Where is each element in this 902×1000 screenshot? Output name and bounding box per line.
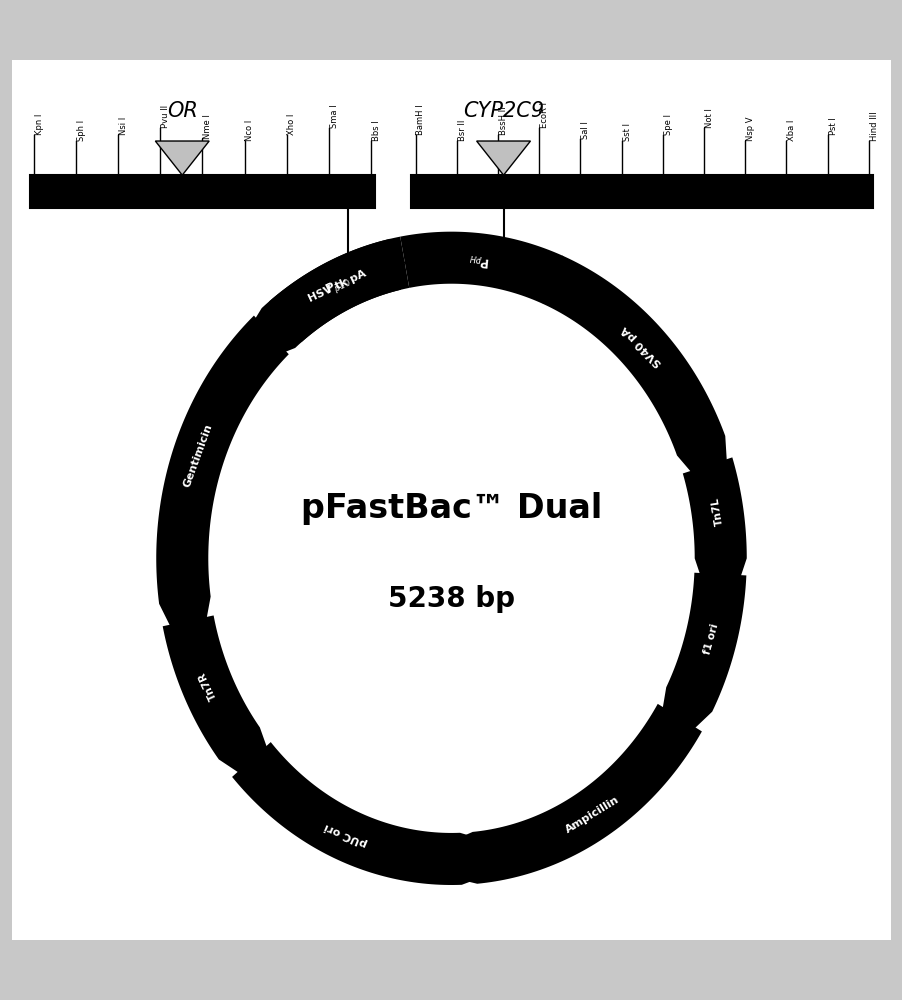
Text: f1 ori: f1 ori <box>701 622 719 655</box>
Text: SV40 pA: SV40 pA <box>619 324 663 368</box>
Polygon shape <box>652 573 746 768</box>
FancyBboxPatch shape <box>12 60 890 940</box>
Polygon shape <box>218 237 409 378</box>
FancyBboxPatch shape <box>410 175 872 208</box>
Polygon shape <box>542 255 730 518</box>
Text: Pst I: Pst I <box>828 117 836 135</box>
Text: P$_{PH}$: P$_{PH}$ <box>467 251 491 268</box>
Text: BamH I: BamH I <box>416 104 425 135</box>
Text: Nsp V: Nsp V <box>745 117 754 141</box>
Text: Nme I: Nme I <box>203 114 212 139</box>
Text: HSV tk pA: HSV tk pA <box>307 268 368 304</box>
Polygon shape <box>162 615 287 805</box>
FancyBboxPatch shape <box>30 175 375 208</box>
Text: CYP2C9: CYP2C9 <box>463 101 544 121</box>
Text: OR: OR <box>167 101 198 121</box>
Polygon shape <box>156 316 289 677</box>
Text: Pvu II: Pvu II <box>161 105 170 128</box>
Text: BssH II: BssH II <box>498 106 507 135</box>
Text: EcoR I: EcoR I <box>539 102 548 128</box>
Text: Kpn I: Kpn I <box>35 113 44 135</box>
Polygon shape <box>400 232 624 309</box>
Text: Hind III: Hind III <box>869 111 878 141</box>
Text: Xba I: Xba I <box>787 120 796 141</box>
Polygon shape <box>232 742 538 885</box>
Text: Tn7L: Tn7L <box>710 496 723 526</box>
Text: 5238 bp: 5238 bp <box>388 585 514 613</box>
Polygon shape <box>682 457 746 636</box>
Text: Xho I: Xho I <box>287 113 296 135</box>
Text: Gentimicin: Gentimicin <box>182 422 215 489</box>
Text: Spe I: Spe I <box>663 114 672 135</box>
Text: Bbs I: Bbs I <box>372 120 381 141</box>
Text: Sal I: Sal I <box>581 121 590 139</box>
Text: Nsi I: Nsi I <box>119 116 128 135</box>
Polygon shape <box>476 141 529 175</box>
Text: Bsr II: Bsr II <box>457 120 466 141</box>
Text: Sma I: Sma I <box>329 105 338 128</box>
Text: Not I: Not I <box>704 109 713 128</box>
Ellipse shape <box>215 294 687 823</box>
Text: Sph I: Sph I <box>77 120 86 141</box>
Text: P$_{p10}$: P$_{p10}$ <box>322 273 353 299</box>
Text: Tn7R: Tn7R <box>197 670 218 701</box>
Text: Nco I: Nco I <box>245 120 254 141</box>
Text: Sst I: Sst I <box>621 123 630 141</box>
Text: Ampicillin: Ampicillin <box>563 794 621 835</box>
Ellipse shape <box>215 294 687 823</box>
Polygon shape <box>397 704 701 884</box>
Text: pUC ori: pUC ori <box>323 822 369 849</box>
Text: pFastBac™ Dual: pFastBac™ Dual <box>300 492 602 525</box>
Polygon shape <box>224 239 400 369</box>
Polygon shape <box>155 141 209 175</box>
